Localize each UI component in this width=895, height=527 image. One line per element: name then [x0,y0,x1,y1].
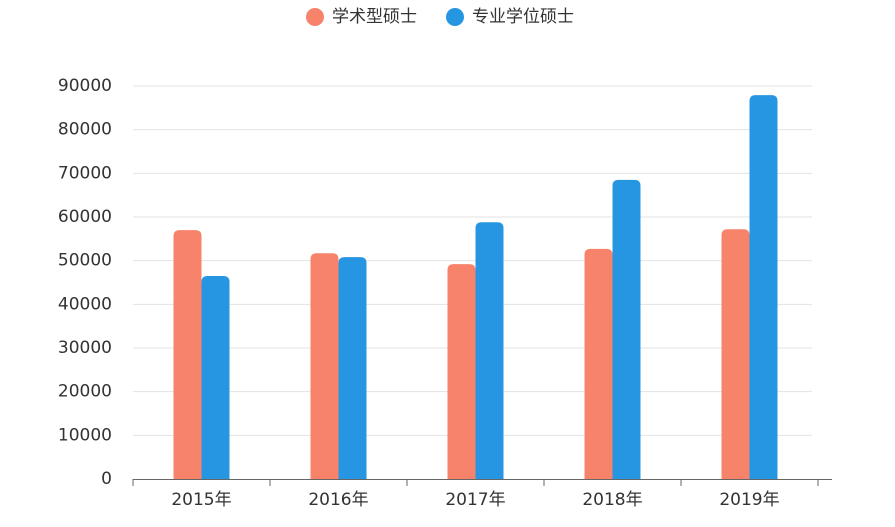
y-tick-label: 70000 [58,163,112,183]
bar [584,248,613,479]
x-tick-label: 2017年 [445,490,505,510]
bar [749,95,778,480]
bar [612,179,641,479]
legend-marker [446,8,464,26]
bar [721,229,750,479]
y-tick-label: 20000 [58,382,112,402]
y-tick-label: 90000 [58,76,112,96]
bar [201,275,230,479]
legend-label: 专业学位硕士 [472,7,574,27]
y-tick-label: 80000 [58,120,112,140]
bar [475,222,504,480]
y-tick-label: 40000 [58,294,112,314]
x-tick-label: 2016年 [308,490,368,510]
y-tick-label: 50000 [58,251,112,271]
x-tick-label: 2015年 [171,490,231,510]
bar [173,230,202,479]
y-tick-label: 30000 [58,338,112,358]
bar [338,257,367,479]
legend-marker [306,8,324,26]
bar [310,253,339,479]
legend-label: 学术型硕士 [332,7,417,27]
y-tick-label: 60000 [58,207,112,227]
x-tick-label: 2018年 [582,490,642,510]
x-tick-label: 2019年 [719,490,779,510]
bar [447,264,476,479]
y-tick-label: 0 [101,469,112,489]
y-tick-label: 10000 [58,425,112,445]
